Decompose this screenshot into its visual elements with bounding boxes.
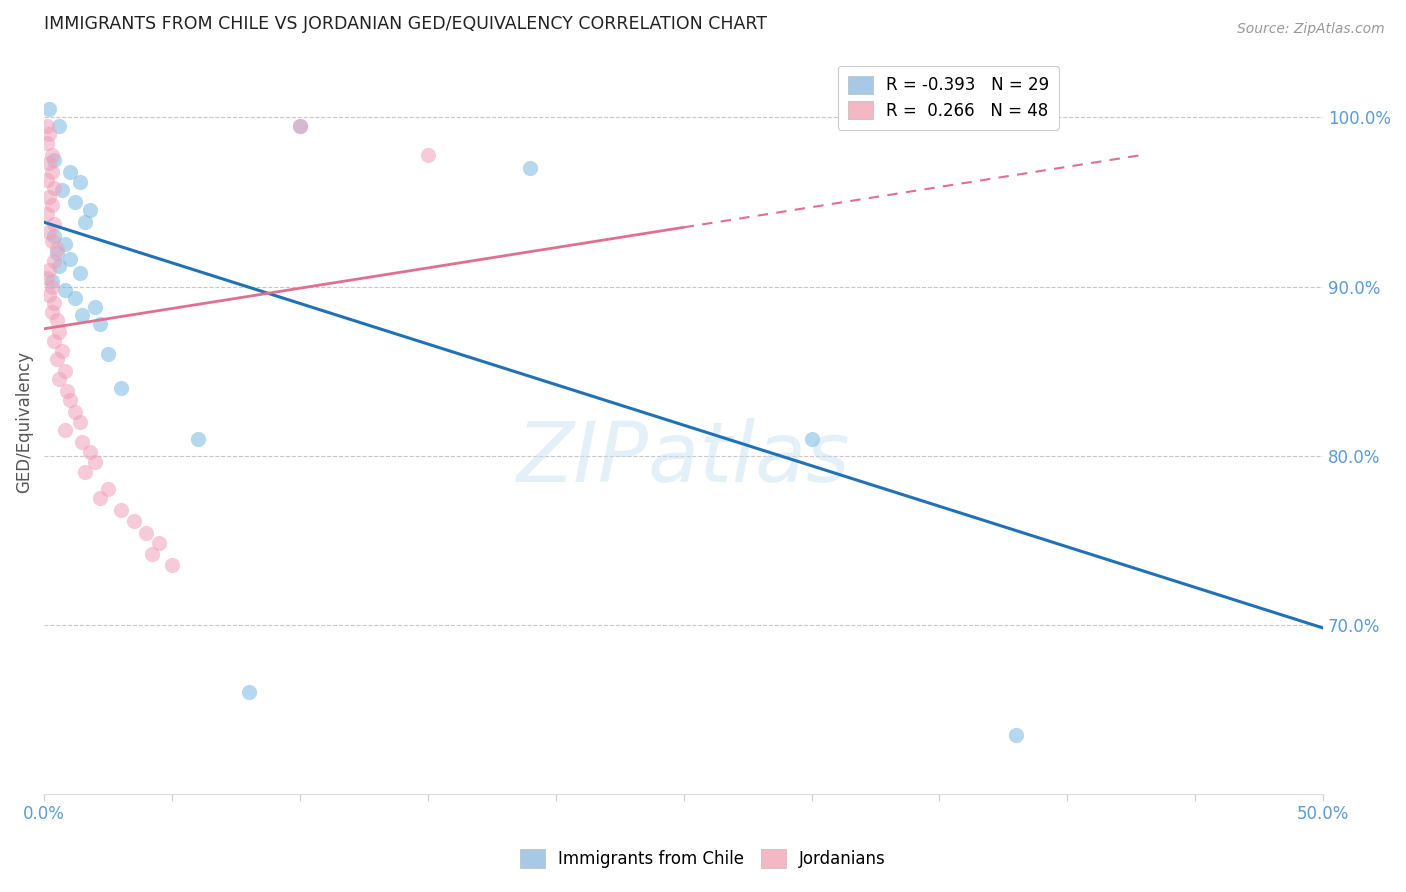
Point	[89, 491, 111, 505]
Point	[800, 432, 823, 446]
Point	[97, 483, 120, 497]
Point	[84, 300, 107, 314]
Point	[1005, 727, 1028, 741]
Point	[45, 245, 67, 260]
Text: Source: ZipAtlas.com: Source: ZipAtlas.com	[1237, 22, 1385, 37]
Point	[519, 161, 541, 176]
Point	[59, 252, 82, 267]
Point	[35, 173, 58, 187]
Point	[35, 271, 58, 285]
Point	[59, 164, 82, 178]
Point	[122, 515, 145, 529]
Point	[63, 404, 86, 418]
Point	[59, 392, 82, 407]
Point	[48, 119, 70, 133]
Point	[51, 183, 73, 197]
Point	[38, 156, 60, 170]
Point	[97, 347, 120, 361]
Point	[41, 198, 63, 212]
Point	[44, 228, 66, 243]
Point	[53, 237, 76, 252]
Point	[73, 215, 96, 229]
Point	[53, 364, 76, 378]
Point	[72, 435, 94, 450]
Point	[38, 128, 60, 142]
Point	[79, 203, 101, 218]
Point	[416, 147, 439, 161]
Point	[288, 119, 311, 133]
Point	[41, 279, 63, 293]
Y-axis label: GED/Equivalency: GED/Equivalency	[15, 351, 32, 492]
Point	[148, 536, 170, 550]
Point	[48, 259, 70, 273]
Point	[45, 313, 67, 327]
Point	[48, 325, 70, 339]
Point	[84, 455, 107, 469]
Point	[135, 526, 157, 541]
Point	[72, 308, 94, 322]
Point	[45, 352, 67, 367]
Point	[35, 207, 58, 221]
Point	[79, 445, 101, 459]
Point	[38, 190, 60, 204]
Point	[38, 288, 60, 302]
Point	[44, 254, 66, 268]
Point	[187, 432, 209, 446]
Text: IMMIGRANTS FROM CHILE VS JORDANIAN GED/EQUIVALENCY CORRELATION CHART: IMMIGRANTS FROM CHILE VS JORDANIAN GED/E…	[44, 15, 768, 33]
Legend: R = -0.393   N = 29, R =  0.266   N = 48: R = -0.393 N = 29, R = 0.266 N = 48	[838, 66, 1059, 129]
Point	[141, 547, 163, 561]
Point	[110, 381, 132, 395]
Point	[41, 275, 63, 289]
Point	[44, 153, 66, 167]
Point	[44, 181, 66, 195]
Point	[63, 194, 86, 209]
Point	[41, 234, 63, 248]
Point	[69, 175, 91, 189]
Point	[69, 266, 91, 280]
Point	[38, 226, 60, 240]
Point	[69, 415, 91, 429]
Text: ZIPatlas: ZIPatlas	[517, 418, 851, 500]
Point	[45, 243, 67, 257]
Point	[160, 558, 183, 573]
Point	[89, 317, 111, 331]
Point	[110, 502, 132, 516]
Legend: Immigrants from Chile, Jordanians: Immigrants from Chile, Jordanians	[513, 843, 893, 875]
Point	[73, 466, 96, 480]
Point	[53, 423, 76, 437]
Point	[44, 334, 66, 348]
Point	[41, 147, 63, 161]
Point	[38, 262, 60, 277]
Point	[53, 283, 76, 297]
Point	[238, 685, 260, 699]
Point	[35, 119, 58, 133]
Point	[44, 296, 66, 310]
Point	[35, 136, 58, 150]
Point	[63, 291, 86, 305]
Point	[56, 384, 79, 399]
Point	[48, 372, 70, 386]
Point	[38, 102, 60, 116]
Point	[41, 164, 63, 178]
Point	[288, 119, 311, 133]
Point	[44, 217, 66, 231]
Point	[41, 305, 63, 319]
Point	[51, 343, 73, 358]
